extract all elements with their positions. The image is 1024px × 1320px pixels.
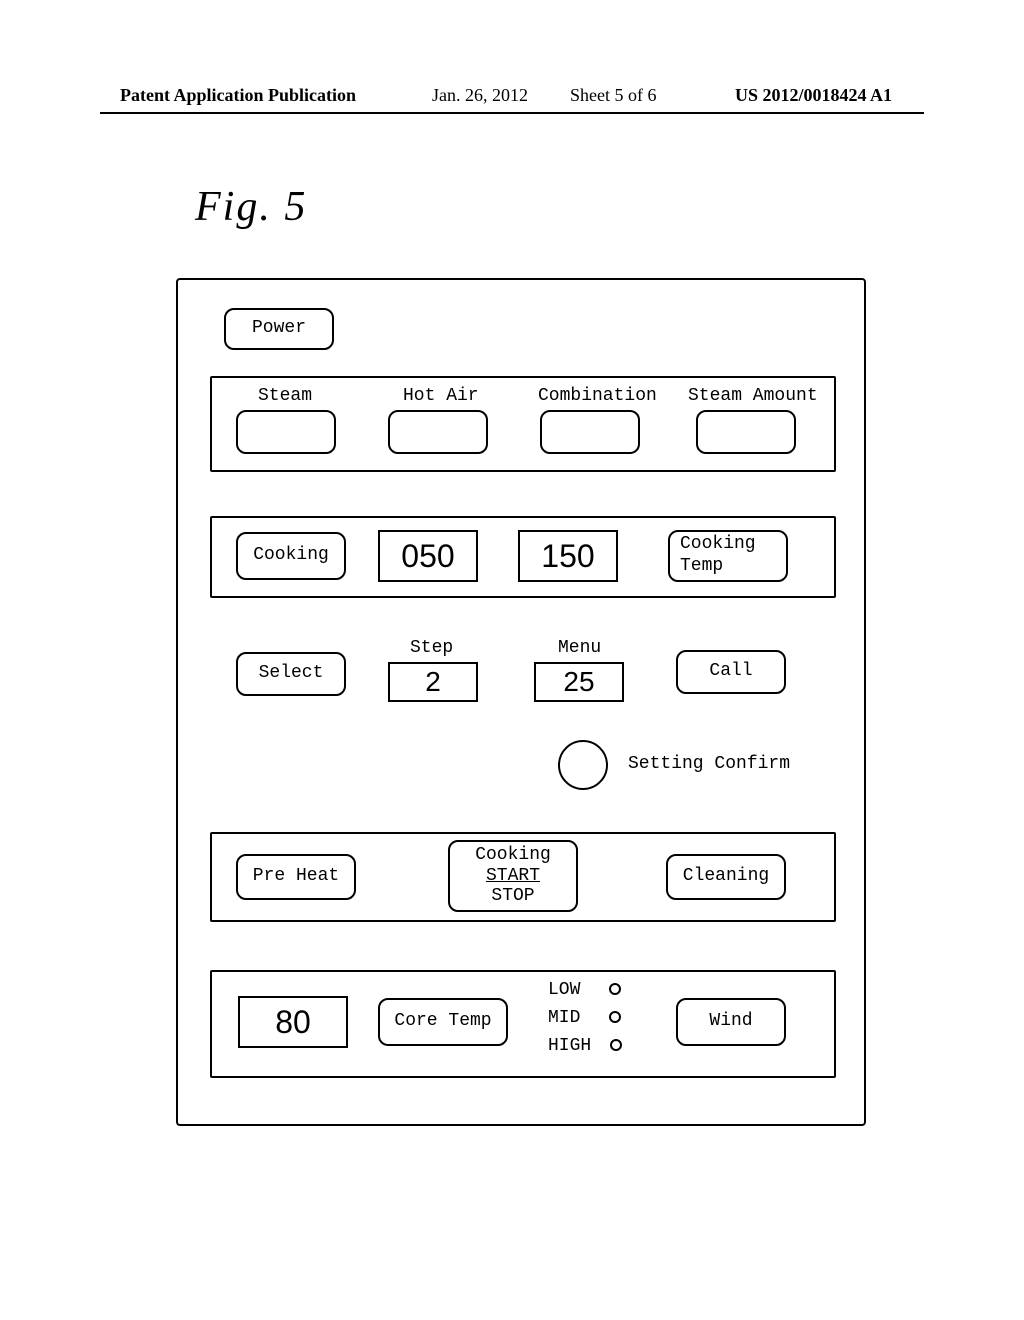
combination-label: Combination [538,386,657,406]
core-temp-button[interactable]: Core Temp [378,998,508,1046]
select-button[interactable]: Select [236,652,346,696]
power-label: Power [252,318,306,340]
menu-display: 25 [534,662,624,702]
menu-label: Menu [558,638,601,658]
cooking-start-stop-button[interactable]: Cooking START STOP [448,840,578,912]
wind-button[interactable]: Wind [676,998,786,1046]
step-display: 2 [388,662,478,702]
cooking-button[interactable]: Cooking [236,532,346,580]
cooking-line3: STOP [475,886,551,907]
step-val: 2 [425,666,441,698]
setting-confirm-knob[interactable] [558,740,608,790]
cooking-display-1: 050 [378,530,478,582]
call-button[interactable]: Call [676,650,786,694]
publication-date: Jan. 26, 2012 [432,85,528,106]
wind-low-row: LOW [548,980,622,1000]
menu-val: 25 [563,666,594,698]
cooking-line2: START [475,866,551,887]
control-panel: Power Steam Hot Air Combination Steam Am… [176,278,866,1126]
cooking-display-2: 150 [518,530,618,582]
cooking-val1: 050 [401,538,454,575]
publication-label: Patent Application Publication [120,85,356,106]
steam-amount-button[interactable] [696,410,796,454]
wind-high-row: HIGH [548,1036,622,1056]
hot-air-button[interactable] [388,410,488,454]
wind-high-icon [610,1039,622,1051]
preheat-button[interactable]: Pre Heat [236,854,356,900]
wind-mid-row: MID [548,1008,622,1028]
cooking-temp-button[interactable]: Cooking Temp [668,530,788,582]
wind-mid-label: MID [548,1008,580,1028]
core-temp-val: 80 [275,1004,311,1041]
hot-air-label: Hot Air [403,386,479,406]
step-label: Step [410,638,453,658]
combination-button[interactable] [540,410,640,454]
select-label: Select [259,663,324,685]
cooking-line1: Cooking [475,845,551,866]
wind-high-label: HIGH [548,1036,591,1056]
cooking-val2: 150 [541,538,594,575]
sheet-number: Sheet 5 of 6 [570,85,656,106]
wind-level-indicator: LOW MID HIGH [548,980,622,1056]
call-label: Call [709,661,752,683]
power-button[interactable]: Power [224,308,334,350]
cooking-start-stop-text: Cooking START STOP [475,845,551,907]
wind-mid-icon [609,1011,621,1023]
cleaning-button[interactable]: Cleaning [666,854,786,900]
cleaning-label: Cleaning [683,866,769,888]
publication-number: US 2012/0018424 A1 [735,85,892,106]
steam-button[interactable] [236,410,336,454]
figure-label: Fig. 5 [195,183,307,231]
wind-low-icon [609,983,621,995]
cooking-label: Cooking [253,545,329,567]
setting-confirm-label: Setting Confirm [628,754,790,774]
preheat-label: Pre Heat [253,866,339,888]
core-temp-display: 80 [238,996,348,1048]
wind-low-label: LOW [548,980,580,1000]
wind-label: Wind [709,1011,752,1033]
core-temp-label: Core Temp [394,1011,491,1033]
cooking-temp-label: Cooking Temp [680,534,756,577]
steam-amount-label: Steam Amount [688,386,818,406]
header-rule [100,112,924,114]
steam-label: Steam [258,386,312,406]
